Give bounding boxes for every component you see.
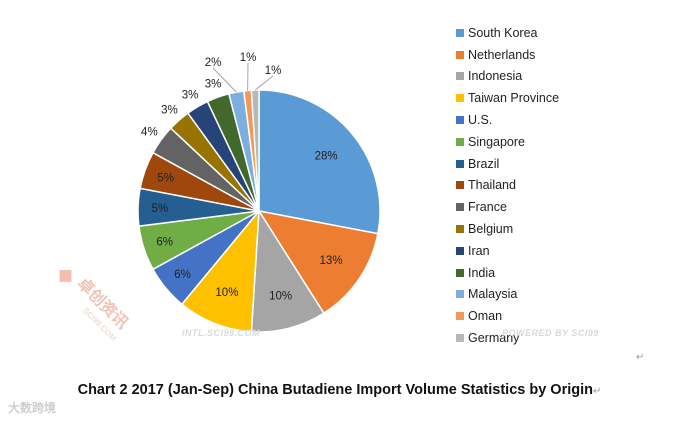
data-label-thailand: 5% bbox=[157, 172, 174, 184]
chart-area: 28% 13% 10% 10% 6% 6% 5% 5% 4% 3% 3% 3% 2% 1% 1% South… bbox=[52, 22, 599, 349]
data-labels: 28%13%10%10%6%6%5%5%4%3%3%3%2% 1%1% bbox=[141, 52, 343, 302]
legend-item-south-korea: South Korea bbox=[456, 22, 559, 44]
caption-return-mark: ↵ bbox=[593, 386, 602, 397]
legend-item-thailand: Thailand bbox=[456, 175, 559, 197]
data-label-taiwan-province: 10% bbox=[215, 287, 238, 299]
legend-label: France bbox=[468, 200, 507, 215]
legend-label: Indonesia bbox=[468, 69, 523, 84]
data-label-south-korea: 28% bbox=[315, 150, 338, 162]
legend-label: Thailand bbox=[468, 178, 516, 193]
legend-item-netherlands: Netherlands bbox=[456, 44, 559, 66]
watermark-center: INTL.SCI99.COM bbox=[182, 328, 261, 338]
pie-slice-germany bbox=[250, 89, 260, 212]
legend-item-brazil: Brazil bbox=[456, 153, 559, 175]
legend-swatch bbox=[456, 334, 464, 343]
legend-item-malaysia: Malaysia bbox=[456, 284, 559, 306]
chart-caption: Chart 2 2017 (Jan-Sep) China Butadiene I… bbox=[0, 382, 679, 398]
paragraph-mark: ↵ bbox=[636, 352, 645, 363]
legend-swatch bbox=[456, 159, 464, 168]
legend-item-iran: Iran bbox=[456, 240, 559, 262]
watermark-bottom-left: 大数跨境 bbox=[8, 401, 57, 415]
legend-label: Malaysia bbox=[468, 287, 518, 302]
pie-slice-south-korea bbox=[258, 89, 381, 235]
legend-item-u-s: U.S. bbox=[456, 109, 559, 131]
legend-label: India bbox=[468, 265, 496, 280]
legend-item-indonesia: Indonesia bbox=[456, 66, 559, 88]
legend-swatch bbox=[456, 246, 464, 255]
legend-item-belgium: Belgium bbox=[456, 218, 559, 240]
data-label-singapore: 6% bbox=[156, 237, 173, 249]
legend-swatch bbox=[456, 28, 464, 37]
leader-lines bbox=[212, 62, 274, 93]
pie-slice-taiwan-province bbox=[180, 208, 260, 333]
legend-swatch bbox=[456, 225, 464, 234]
legend-swatch bbox=[456, 50, 464, 59]
legend-swatch bbox=[456, 268, 464, 277]
legend-item-germany: Germany bbox=[456, 327, 559, 349]
legend-item-france: France bbox=[456, 196, 559, 218]
pie-chart: 28%13%10%10%6%6%5%5%4%3%3%3%2% 1%1% bbox=[137, 52, 381, 333]
pie-slices bbox=[137, 89, 381, 333]
chart-legend: South Korea Netherlands Indonesia Taiwan Pr… bbox=[456, 22, 559, 349]
legend-swatch bbox=[456, 312, 464, 321]
watermark-right: POWERED BY SCI99 bbox=[502, 328, 599, 338]
legend-item-india: India bbox=[456, 262, 559, 284]
legend-swatch bbox=[456, 181, 464, 190]
legend-label: Belgium bbox=[468, 222, 514, 237]
data-label-iran: 3% bbox=[182, 89, 199, 101]
data-label-oman: 1% bbox=[240, 52, 257, 64]
data-label-brazil: 5% bbox=[152, 203, 169, 215]
pie-slice-netherlands bbox=[257, 209, 379, 315]
chart-title: Chart 2 2017 (Jan-Sep) China Butadiene I… bbox=[77, 382, 593, 398]
legend-swatch bbox=[456, 137, 464, 146]
data-label-france: 4% bbox=[141, 126, 158, 138]
legend-item-taiwan-province: Taiwan Province bbox=[456, 87, 559, 109]
legend-item-singapore: Singapore bbox=[456, 131, 559, 153]
data-label-germany: 1% bbox=[265, 65, 282, 77]
legend-label: Oman bbox=[468, 309, 503, 324]
leader-line-germany bbox=[254, 75, 274, 91]
legend-swatch bbox=[456, 290, 464, 299]
legend-label: U.S. bbox=[468, 113, 493, 128]
legend-swatch bbox=[456, 72, 464, 81]
data-label-malaysia: 2% bbox=[205, 57, 222, 69]
data-label-netherlands: 13% bbox=[320, 255, 343, 267]
data-label-belgium: 3% bbox=[161, 104, 178, 116]
leader-line-malaysia bbox=[212, 67, 237, 93]
legend-item-oman: Oman bbox=[456, 305, 559, 327]
legend-label: Netherlands bbox=[468, 47, 536, 62]
legend-swatch bbox=[456, 94, 464, 103]
legend-label: Brazil bbox=[468, 156, 500, 171]
legend-label: South Korea bbox=[468, 25, 538, 40]
legend-label: Taiwan Province bbox=[468, 91, 560, 106]
legend-label: Germany bbox=[468, 331, 520, 346]
data-label-indonesia: 10% bbox=[269, 290, 292, 302]
legend-swatch bbox=[456, 203, 464, 212]
pie-slice-indonesia bbox=[250, 208, 325, 333]
legend-swatch bbox=[456, 116, 464, 125]
data-label-u-s: 6% bbox=[174, 269, 191, 281]
legend-label: Iran bbox=[468, 243, 490, 258]
data-label-india: 3% bbox=[205, 78, 222, 90]
legend-label: Singapore bbox=[468, 134, 525, 149]
